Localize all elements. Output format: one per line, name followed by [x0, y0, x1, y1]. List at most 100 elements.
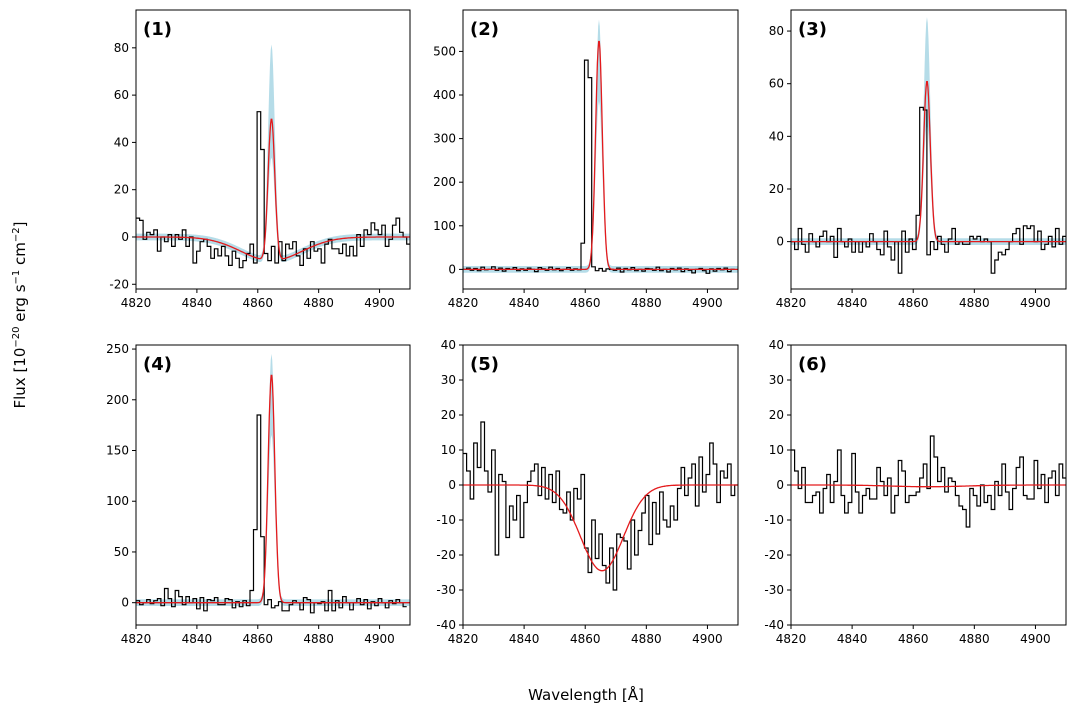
data-spectrum — [136, 111, 410, 269]
y-tick-label: 100 — [433, 219, 456, 233]
y-tick-label: 20 — [769, 182, 784, 196]
model-fit-line — [791, 81, 1066, 243]
y-tick-label: 40 — [769, 129, 784, 143]
y-tick-label: 10 — [769, 443, 784, 457]
x-tick-label: 4880 — [303, 296, 334, 310]
y-tick-label: 60 — [114, 88, 129, 102]
y-tick-label: 200 — [106, 393, 129, 407]
x-tick-label: 4860 — [898, 632, 929, 646]
x-tick-label: 4880 — [631, 632, 662, 646]
data-spectrum — [463, 59, 735, 274]
x-tick-label: 4860 — [570, 632, 601, 646]
panel-label: (3) — [798, 19, 827, 40]
plot-area — [136, 353, 410, 614]
posterior-band — [136, 44, 410, 263]
y-tick-label: 20 — [769, 408, 784, 422]
x-tick-label: 4840 — [509, 296, 540, 310]
y-tick-label: 40 — [114, 135, 129, 149]
x-tick-label: 4820 — [121, 296, 152, 310]
panel-3: 4820 4840 4860 4880 4900 0 20 40 60 80 (3) — [769, 9, 1067, 310]
panel-4: 4820 4840 4860 4880 4900 0 50 100 150 200 250 (4) — [106, 342, 411, 646]
y-tick-label: -30 — [764, 583, 784, 597]
plot-area — [791, 17, 1066, 274]
data-spectrum — [463, 421, 738, 591]
x-tick-label: 4820 — [448, 632, 479, 646]
data-spectrum — [136, 414, 407, 614]
y-tick-label: 200 — [433, 175, 456, 189]
x-tick-label: 4880 — [631, 296, 662, 310]
y-tick-label: 500 — [433, 44, 456, 58]
x-tick-label: 4880 — [959, 296, 990, 310]
y-tick-label: 20 — [441, 408, 456, 422]
panel-5: 4820 4840 4860 4880 4900 -40 -30 -20 -10 0 10 20 30 4… — [436, 338, 739, 646]
y-tick-label: -30 — [436, 583, 456, 597]
x-tick-label: 4900 — [692, 632, 723, 646]
y-tick-label: 0 — [776, 235, 784, 249]
x-tick-label: 4840 — [837, 296, 868, 310]
panel-1: 4820 4840 4860 4880 4900 -20 0 20 40 60 80 (1) — [109, 9, 411, 310]
x-tick-label: 4900 — [1020, 296, 1051, 310]
panel-label: (6) — [798, 354, 827, 375]
y-tick-label: 400 — [433, 88, 456, 102]
y-tick-label: 0 — [776, 478, 784, 492]
panel-label: (5) — [470, 354, 499, 375]
y-tick-label: 250 — [106, 342, 129, 356]
plot-area — [136, 44, 410, 269]
y-tick-label: 0 — [121, 230, 129, 244]
model-fit-line — [463, 484, 738, 572]
x-tick-label: 4900 — [1020, 632, 1051, 646]
plot-area — [791, 435, 1066, 528]
x-tick-label: 4820 — [448, 296, 479, 310]
panel-6: 4820 4840 4860 4880 4900 -40 -30 -20 -10 0 10 20 30 4… — [764, 338, 1067, 646]
y-tick-label: 0 — [121, 596, 129, 610]
data-spectrum — [791, 106, 1066, 274]
panel-2: 4820 4840 4860 4880 4900 0 100 200 300 400 500 (2) — [433, 9, 739, 310]
x-tick-label: 4820 — [121, 632, 152, 646]
y-tick-label: 30 — [769, 373, 784, 387]
x-tick-label: 4880 — [303, 632, 334, 646]
y-tick-label: 0 — [448, 478, 456, 492]
axes-frame — [790, 9, 1067, 290]
x-tick-label: 4880 — [959, 632, 990, 646]
model-fit-line — [136, 118, 410, 260]
y-tick-label: 80 — [769, 24, 784, 38]
y-tick-label: 20 — [114, 183, 129, 197]
x-tick-label: 4900 — [692, 296, 723, 310]
y-tick-label: 60 — [769, 77, 784, 91]
x-tick-label: 4820 — [776, 296, 807, 310]
x-tick-label: 4840 — [837, 632, 868, 646]
x-tick-label: 4860 — [570, 296, 601, 310]
y-tick-label: -40 — [436, 618, 456, 632]
x-axis-title: Wavelength [Å] — [528, 685, 644, 704]
y-tick-label: 40 — [441, 338, 456, 352]
x-tick-label: 4840 — [182, 632, 213, 646]
model-fit-line — [463, 40, 738, 271]
panel-label: (1) — [143, 19, 172, 40]
y-tick-label: 10 — [441, 443, 456, 457]
x-tick-label: 4900 — [364, 296, 395, 310]
y-tick-label: 80 — [114, 41, 129, 55]
x-tick-label: 4860 — [243, 632, 274, 646]
x-tick-label: 4840 — [182, 296, 213, 310]
x-tick-label: 4860 — [243, 296, 274, 310]
plot-area — [463, 421, 738, 591]
x-tick-label: 4860 — [898, 296, 929, 310]
axes-frame — [462, 9, 739, 290]
y-tick-label: -20 — [436, 548, 456, 562]
axes-frame — [135, 344, 411, 626]
y-tick-label: -40 — [764, 618, 784, 632]
axes-frame — [135, 9, 411, 290]
panel-label: (4) — [143, 354, 172, 375]
model-fit-line — [791, 484, 1066, 488]
data-spectrum — [791, 435, 1066, 528]
posterior-band — [791, 17, 1066, 245]
y-tick-label: 40 — [769, 338, 784, 352]
y-tick-label: 300 — [433, 132, 456, 146]
y-tick-label: -20 — [764, 548, 784, 562]
x-tick-label: 4840 — [509, 632, 540, 646]
panel-label: (2) — [470, 19, 499, 40]
y-tick-label: -10 — [764, 513, 784, 527]
y-tick-label: 30 — [441, 373, 456, 387]
